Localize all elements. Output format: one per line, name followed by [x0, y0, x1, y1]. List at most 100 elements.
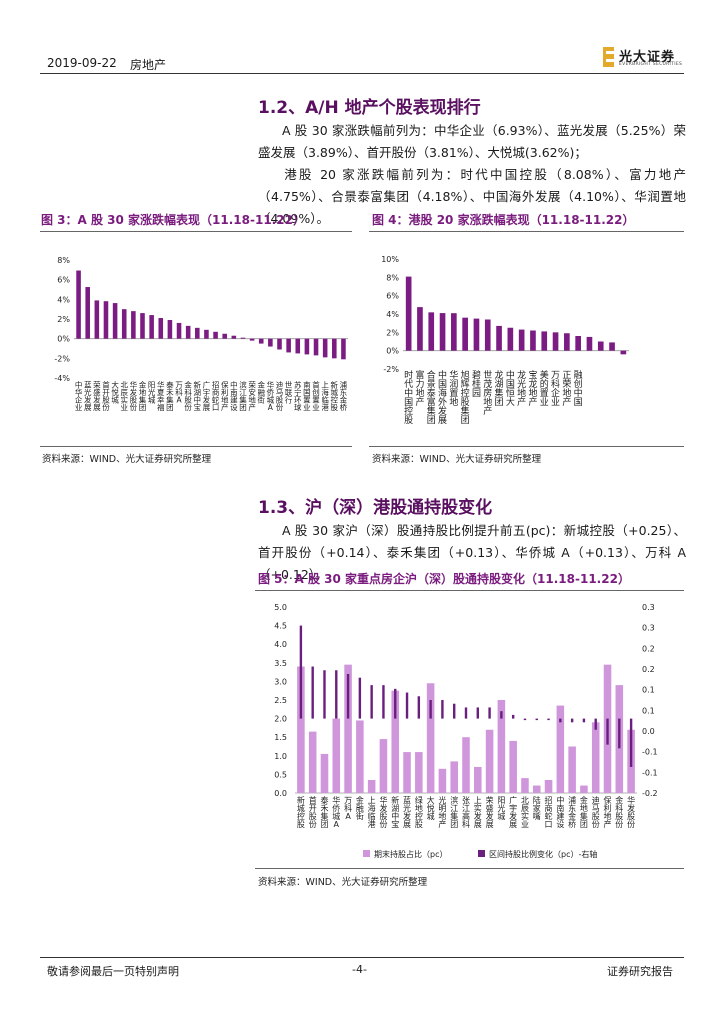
fig4-x-label: 龙光地产 [517, 369, 526, 408]
footer-report-type: 证券研究报告 [607, 965, 673, 978]
fig5-x-label: 招商蛇口 [545, 795, 553, 829]
fig3-x-label: 北辰实业 [120, 381, 128, 413]
fig5-y2tick-label: -0.1 [642, 768, 658, 777]
figure-4-top-rule [369, 231, 684, 232]
fig4-bar [564, 333, 570, 351]
fig5-holding-bar [415, 752, 423, 793]
fig5-y2tick-label: 0.1 [642, 706, 655, 715]
fig3-x-label: 中南建设 [230, 380, 238, 413]
fig3-bar [121, 309, 127, 339]
fig3-bar [204, 329, 209, 339]
fig4-x-label: 碧桂园 [472, 369, 481, 399]
fig5-change-bar [405, 692, 409, 719]
fig3-ytick-label: 2% [57, 315, 70, 324]
report-date: 2019-09-22 [47, 56, 117, 70]
fig4-x-label: 美的置业 [540, 369, 549, 408]
fig4-bar [439, 313, 446, 351]
fig5-change-bar [500, 711, 503, 719]
fig3-x-label: 南国置业 [303, 380, 311, 413]
fig4-bar [620, 350, 627, 355]
fig5-change-bar [606, 718, 609, 745]
fig5-holding-bar [591, 722, 600, 793]
fig3-bar [240, 337, 246, 339]
fig4-bar [552, 332, 559, 351]
fig3-x-label: 中华企业 [75, 380, 83, 413]
fig5-x-label: 华发股份 [379, 795, 387, 829]
fig3-x-label: 泰禾集团 [166, 380, 174, 413]
fig3-bar [213, 331, 218, 339]
fig3-bar [103, 301, 109, 339]
fig3-x-label: 荣盛发展 [93, 380, 101, 413]
fig3-bar [222, 333, 227, 339]
fig3-bar [322, 338, 328, 358]
fig5-holding-bar [308, 731, 317, 793]
fig4-x-label: 时代中国控股 [404, 369, 413, 426]
fig5-change-bar [535, 718, 538, 721]
fig3-bar [286, 338, 291, 353]
fig4-bar [609, 342, 615, 351]
fig3-x-label: 保利地产 [221, 381, 229, 413]
fig3-bar [85, 287, 90, 339]
fig5-holding-bar [556, 705, 565, 793]
fig5-x-label: 蓝光发展 [403, 795, 411, 829]
fig5-x-label: 万科 A [344, 796, 352, 821]
fig5-x-label: 中南建设 [556, 795, 564, 829]
fig5-change-bar [511, 714, 515, 719]
fig5-x-label: 张江高科 [462, 796, 470, 829]
fig5-x-label: 北辰实业 [521, 796, 529, 829]
fig3-bar [231, 335, 237, 339]
fig5-ytick-label: 3.5 [274, 659, 287, 668]
fig3-bar [258, 338, 264, 344]
page-number: -4- [352, 963, 367, 976]
fig5-x-label: 大悦城 [427, 795, 435, 821]
fig4-ytick-label: 10% [381, 255, 399, 264]
fig4-bar [428, 312, 435, 351]
fig5-change-bar [346, 673, 350, 719]
fig4-x-label: 融创中国 [574, 370, 583, 408]
figure-3-title: 图 3：A 股 30 家涨跌幅表现（11.18-11.22） [41, 213, 305, 227]
fig3-x-label: 浦东金桥 [340, 380, 348, 413]
fig5-legend-swatch-change [478, 850, 485, 857]
fig3-bar [195, 327, 200, 339]
fig3-x-label: 新城控股 [331, 380, 339, 413]
figure-5-title: 图 5：A 股 30 家重点房企沪（深）股通持股变化（11.18-11.22） [258, 572, 630, 586]
fig5-holding-bar [544, 779, 553, 793]
fig3-bar [341, 338, 346, 360]
fig5-y2tick-label: -0.2 [642, 789, 658, 798]
fig5-x-label: 泰禾集团 [320, 795, 328, 829]
fig5-holding-bar [485, 729, 494, 793]
fig5-change-bar [453, 703, 456, 719]
fig5-ytick-label: 1.5 [274, 733, 287, 742]
section-1-2-title: 1.2、A/H 地产个股表现排行 [258, 98, 481, 118]
fig5-holding-bar [450, 761, 458, 793]
section-1-2-paragraph-h: 港股 20 家涨跌幅前列为：时代中国控股（8.08%）、富力地产（4.75%）、… [258, 164, 686, 230]
fig5-holding-bar [580, 785, 588, 793]
fig5-change-bar [618, 718, 621, 749]
fig3-x-label: 迪马股份 [276, 380, 284, 413]
fig3-bar [140, 313, 145, 339]
fig4-bar [462, 317, 468, 351]
figure-3-source: 资料来源：WIND、光大证券研究所整理 [42, 454, 212, 465]
fig5-ytick-label: 4.5 [274, 622, 287, 631]
fig5-x-label: 上实发展 [474, 796, 482, 829]
fig4-bar [530, 330, 536, 351]
fig3-ytick-label: 4% [57, 295, 70, 304]
fig5-x-label: 陆家嘴 [533, 795, 541, 821]
fig5-change-bar [582, 718, 586, 723]
fig3-bar [76, 270, 81, 339]
fig5-holding-bar [521, 778, 529, 793]
fig4-bar [597, 341, 604, 351]
fig5-x-label: 滨江集团 [450, 795, 458, 829]
fig3-x-label: 世联行 [285, 380, 293, 405]
fig4-ytick-label: -2% [383, 365, 399, 374]
fig5-x-label: 金地集团 [580, 795, 588, 829]
fig4-x-label: 旭辉控股集团 [461, 369, 470, 426]
fig3-x-label: 万科 A [175, 381, 183, 405]
fig5-ytick-label: 1.0 [274, 752, 287, 761]
fig5-change-bar [370, 685, 373, 719]
fig3-bar [158, 318, 164, 339]
company-logo: 光大证券 EVERBRIGHT SECURITIES [603, 47, 687, 71]
fig5-holding-bar [532, 785, 541, 793]
fig3-x-label: 金地集团 [139, 380, 147, 413]
fig3-bar [167, 319, 173, 339]
